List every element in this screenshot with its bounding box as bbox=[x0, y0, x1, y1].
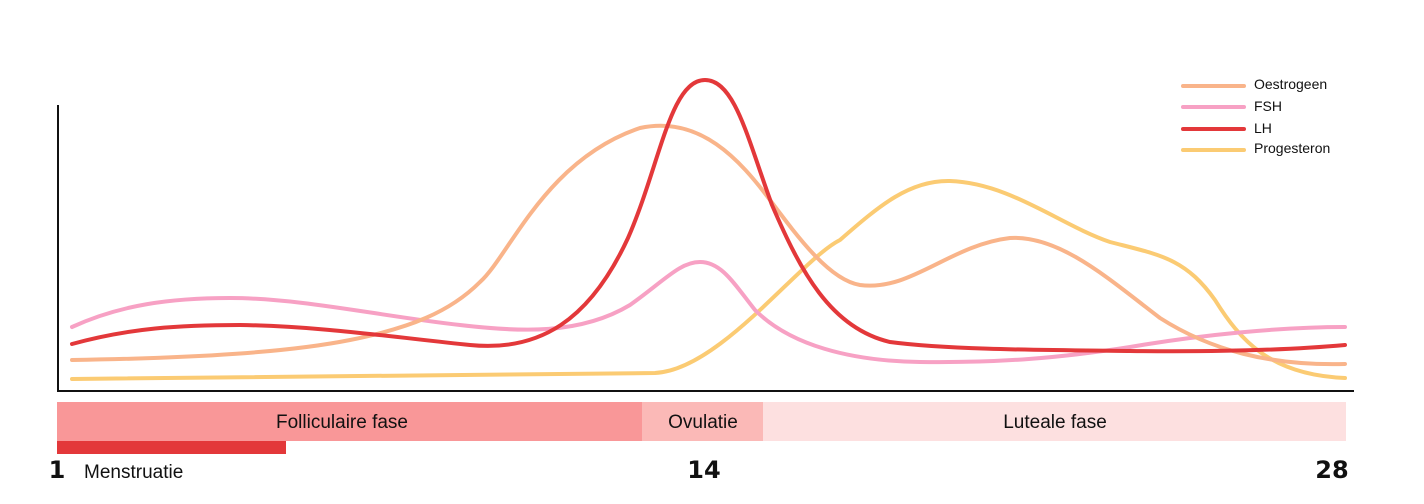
phase-ovulation-label: Ovulatie bbox=[668, 412, 738, 433]
day-label-end: 28 bbox=[1315, 456, 1348, 484]
phase-follicular-label: Folliculaire fase bbox=[276, 412, 408, 433]
curve-oestrogeen bbox=[70, 123, 1347, 367]
menstruation-label: Menstruatie bbox=[84, 462, 183, 483]
menstruation-bar bbox=[57, 441, 286, 454]
phase-follicular-block bbox=[57, 402, 642, 441]
phase-luteal-block bbox=[763, 402, 1346, 441]
legend-label-fsh: FSH bbox=[1254, 98, 1282, 114]
day-label-start: 1 bbox=[49, 456, 66, 484]
legend-label-lh: LH bbox=[1254, 120, 1272, 136]
curve-lh bbox=[70, 78, 1347, 354]
day-label-ovulation: 14 bbox=[687, 456, 720, 484]
legend-label-progesteron: Progesteron bbox=[1254, 140, 1330, 156]
phase-ovulation-block bbox=[642, 402, 763, 441]
legend-label-oestrogeen: Oestrogeen bbox=[1254, 76, 1327, 92]
phase-luteal-label: Luteale fase bbox=[1003, 412, 1107, 433]
curve-progesteron bbox=[70, 178, 1347, 381]
legend: Oestrogeen FSH LH Progesteron bbox=[1181, 76, 1330, 156]
phase-bar: Folliculaire fase Ovulatie Luteale fase bbox=[57, 402, 1346, 441]
